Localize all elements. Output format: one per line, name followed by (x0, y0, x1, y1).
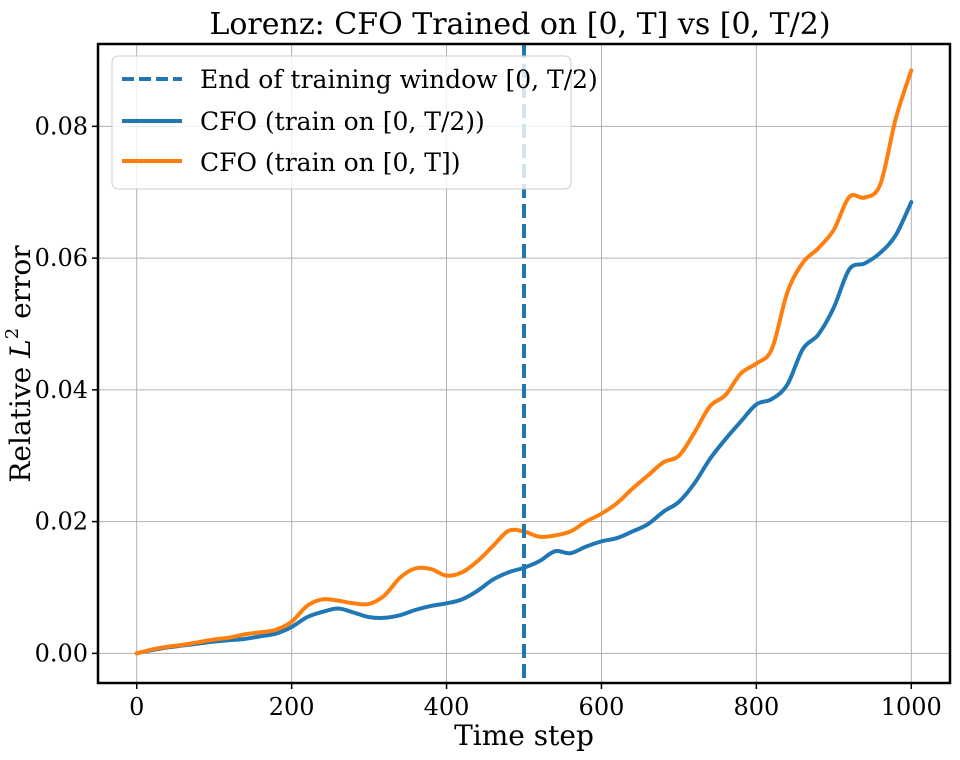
x-tick-label: 800 (733, 693, 779, 721)
y-axis-ticks: 0.00 0.02 0.04 0.06 0.08 (35, 112, 98, 667)
chart-title: Lorenz: CFO Trained on [0, T] vs [0, T/2… (209, 7, 830, 42)
x-axis-label: Time step (454, 719, 594, 752)
legend-box (111, 55, 572, 190)
legend-label-vline: End of training window [0, T/2) (200, 65, 598, 94)
y-axis-label-prefix: Relative (4, 358, 37, 483)
y-axis-label: Relative L2 error (2, 245, 37, 483)
x-tick-label: 1000 (881, 693, 942, 721)
plot-frame (96, 42, 952, 685)
x-tick-label: 400 (424, 693, 470, 721)
legend: End of training window [0, T/2) CFO (tra… (111, 55, 598, 190)
y-tick-label: 0.08 (35, 112, 88, 140)
y-tick-label: 0.06 (35, 244, 88, 272)
y-tick-label: 0.02 (35, 508, 88, 536)
legend-label-series-1: CFO (train on [0, T/2)) (200, 107, 485, 136)
y-axis-label-suffix: error (4, 245, 37, 328)
x-tick-label: 600 (579, 693, 625, 721)
y-tick-label: 0.04 (35, 376, 88, 404)
x-axis-ticks: 0 200 400 600 800 1000 (129, 683, 942, 721)
y-tick-label: 0.00 (35, 639, 88, 667)
legend-label-series-2: CFO (train on [0, T]) (200, 148, 460, 177)
y-axis-label-math: L (4, 339, 37, 359)
y-axis-label-sup: 2 (2, 328, 23, 339)
x-tick-label: 0 (129, 693, 144, 721)
x-tick-label: 200 (269, 693, 315, 721)
